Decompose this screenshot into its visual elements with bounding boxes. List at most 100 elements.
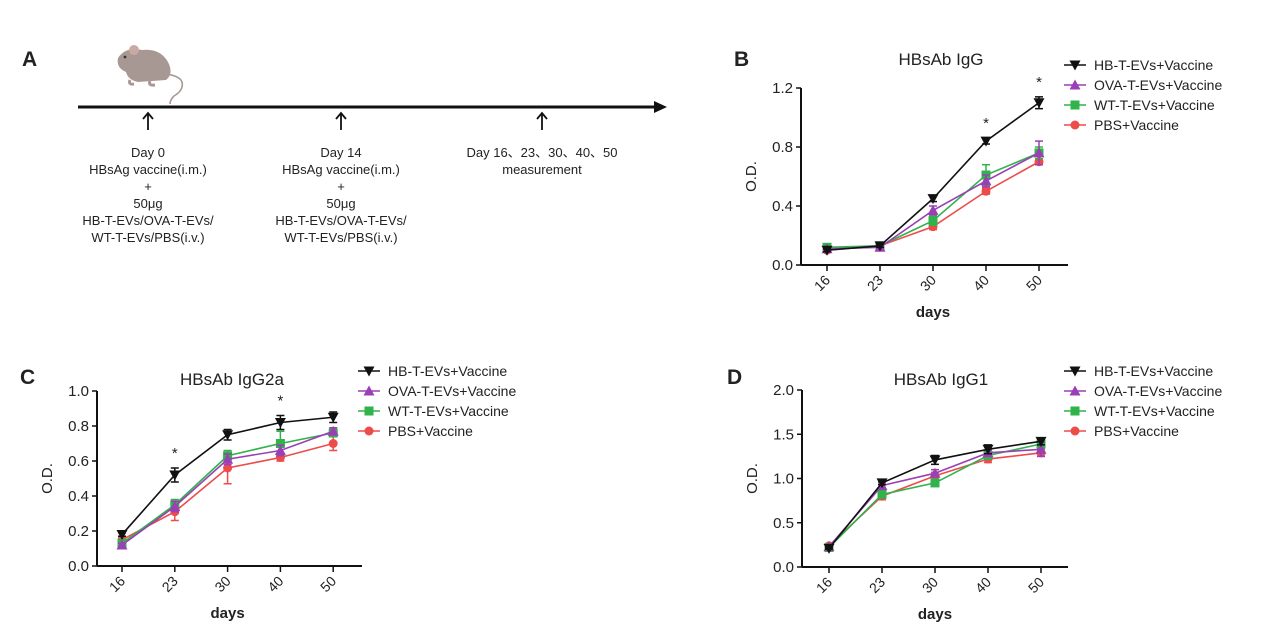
series-ova — [116, 425, 339, 550]
data-point — [222, 430, 234, 441]
series-hb — [823, 436, 1047, 554]
y-tick-label: 1.2 — [772, 80, 793, 97]
panel-b-letter: B — [734, 48, 750, 71]
data-point — [877, 489, 887, 499]
series-hb — [116, 411, 339, 540]
y-tick-label: 0.0 — [68, 558, 89, 575]
y-tick-label: 0.5 — [773, 515, 794, 532]
legend-swatch — [1064, 366, 1086, 377]
y-tick-label: 0.4 — [68, 488, 89, 505]
legend-label: PBS+Vaccine — [1094, 423, 1179, 439]
legend-swatch — [358, 385, 380, 396]
data-point — [927, 194, 939, 205]
data-point — [981, 186, 991, 196]
legend-swatch — [1064, 426, 1086, 436]
legend-marker — [1069, 60, 1081, 71]
data-point — [928, 216, 938, 226]
significance-star: * — [172, 445, 178, 462]
legend-item-pbs: PBS+Vaccine — [1064, 421, 1222, 441]
legend-swatch — [358, 366, 380, 377]
legend-label: PBS+Vaccine — [1094, 117, 1179, 133]
day0-marker-arrow — [142, 111, 154, 130]
data-point — [821, 245, 833, 256]
data-point — [980, 175, 992, 186]
y-tick-label: 1.5 — [773, 426, 794, 443]
timeline-day0-text: Day 0 HBsAg vaccine(i.m.) + 50μg HB-T-EV… — [82, 145, 214, 245]
data-point — [169, 501, 181, 511]
y-tick-label: 0.0 — [772, 257, 793, 274]
legend-label: OVA-T-EVs+Vaccine — [388, 383, 517, 399]
y-axis-label: O.D. — [743, 161, 760, 192]
y-tick-label: 0.0 — [773, 559, 794, 576]
timeline-day14-text: Day 14 HBsAg vaccine(i.m.) + 50μg HB-T-E… — [275, 145, 407, 245]
x-axis-label: days — [210, 605, 244, 622]
legend-label: HB-T-EVs+Vaccine — [1094, 57, 1214, 73]
legend-item-pbs: PBS+Vaccine — [358, 421, 516, 441]
data-point — [1035, 436, 1047, 447]
legend-swatch — [1064, 385, 1086, 396]
series-hb — [821, 96, 1045, 256]
legend-item-wt: WT-T-EVs+Vaccine — [1064, 95, 1222, 115]
legend-marker — [363, 366, 375, 377]
y-tick-label: 0.4 — [772, 198, 793, 215]
legend-item-ova: OVA-T-EVs+Vaccine — [1064, 381, 1222, 401]
legend-item-pbs: PBS+Vaccine — [1064, 115, 1222, 135]
x-axis-label: days — [918, 606, 952, 623]
legend-marker — [1070, 100, 1080, 110]
legend-marker — [1069, 385, 1081, 396]
legend-igg: HB-T-EVs+Vaccine OVA-T-EVs+Vaccine WT-T-EV… — [1064, 55, 1222, 135]
data-point — [876, 478, 888, 489]
day14-marker-arrow — [335, 111, 347, 130]
chart-title: HBsAb IgG2a — [180, 370, 284, 389]
legend-label: WT-T-EVs+Vaccine — [388, 403, 509, 419]
data-point — [275, 439, 285, 448]
data-point — [327, 412, 339, 423]
series-line — [828, 452, 1042, 547]
y-tick-label: 1.0 — [68, 383, 89, 400]
legend-swatch — [1064, 120, 1086, 130]
legend-marker — [364, 426, 374, 436]
legend-label: OVA-T-EVs+Vaccine — [1094, 77, 1223, 93]
data-point — [929, 467, 941, 478]
legend-swatch — [1064, 79, 1086, 90]
data-point — [1033, 98, 1045, 109]
chart-title: HBsAb IgG1 — [894, 370, 989, 389]
y-tick-label: 2.0 — [773, 382, 794, 399]
legend-marker — [363, 385, 375, 396]
data-point — [1035, 443, 1047, 454]
y-tick-label: 0.8 — [772, 139, 793, 156]
legend-igg2a: HB-T-EVs+Vaccine OVA-T-EVs+Vaccine WT-T-EV… — [358, 361, 516, 441]
legend-swatch — [358, 426, 380, 436]
mouse-icon — [117, 45, 184, 105]
legend-item-wt: WT-T-EVs+Vaccine — [1064, 401, 1222, 421]
legend-item-ova: OVA-T-EVs+Vaccine — [358, 381, 516, 401]
y-tick-label: 1.0 — [773, 471, 794, 488]
x-tick-label: 16 — [813, 574, 835, 596]
legend-swatch — [1064, 406, 1086, 416]
legend-label: HB-T-EVs+Vaccine — [1094, 363, 1214, 379]
legend-item-hb: HB-T-EVs+Vaccine — [1064, 55, 1222, 75]
data-point — [116, 539, 128, 550]
timeline-arrow — [78, 101, 667, 130]
data-point — [327, 425, 339, 436]
y-tick-label: 0.6 — [68, 453, 89, 470]
data-point — [222, 453, 234, 464]
legend-item-hb: HB-T-EVs+Vaccine — [358, 361, 516, 381]
legend-swatch — [1064, 60, 1086, 71]
data-point — [823, 543, 835, 554]
data-point — [929, 455, 941, 466]
significance-star: * — [983, 115, 989, 132]
legend-igg1: HB-T-EVs+Vaccine OVA-T-EVs+Vaccine WT-T-EV… — [1064, 361, 1222, 441]
significance-star: * — [277, 393, 283, 410]
legend-label: OVA-T-EVs+Vaccine — [1094, 383, 1223, 399]
legend-label: HB-T-EVs+Vaccine — [388, 363, 508, 379]
measurement-marker-arrow — [536, 111, 548, 130]
y-tick-label: 0.8 — [68, 418, 89, 435]
data-point — [1033, 147, 1045, 158]
legend-marker — [364, 406, 374, 416]
x-axis-label: days — [916, 304, 950, 321]
legend-swatch — [1064, 100, 1086, 110]
significance-star: * — [1036, 74, 1042, 91]
x-tick-label: 30 — [919, 574, 941, 596]
